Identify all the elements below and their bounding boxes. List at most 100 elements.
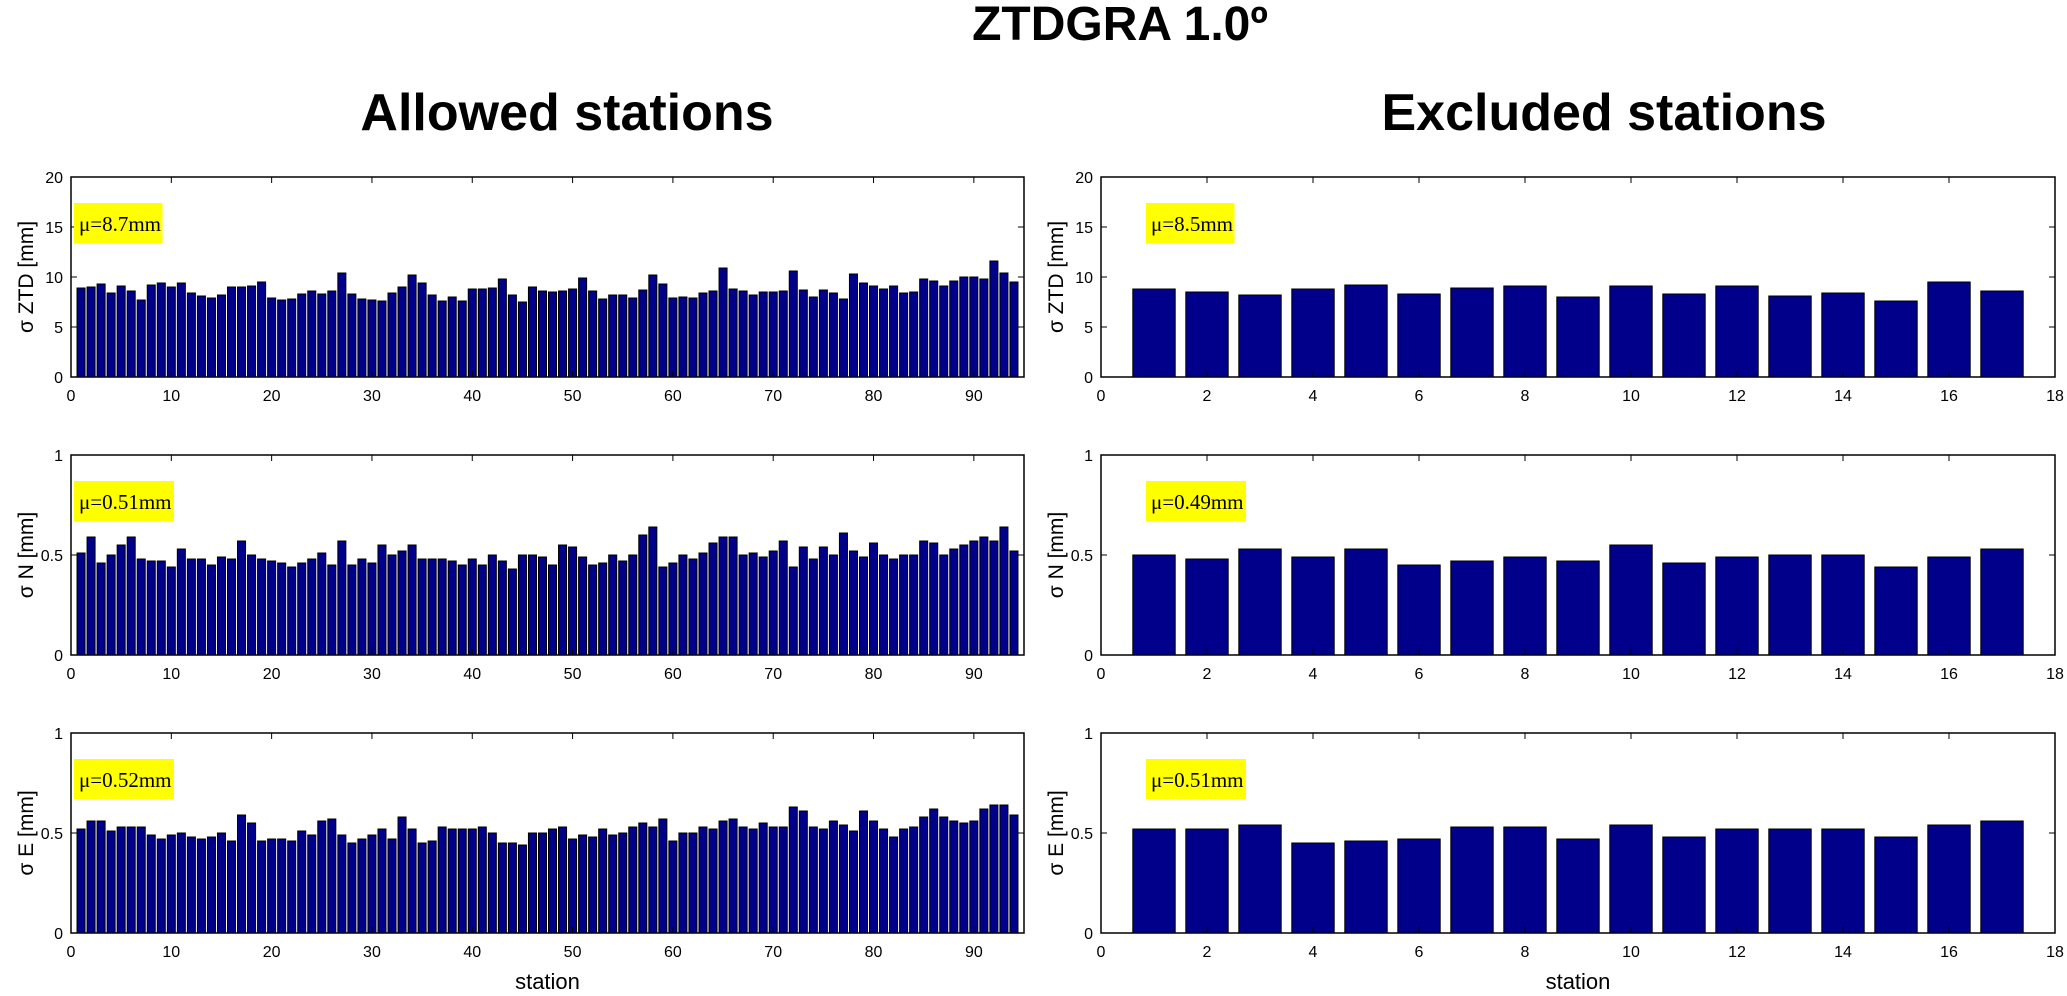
bar xyxy=(106,830,116,934)
x-tick-label: 90 xyxy=(965,388,983,405)
bar xyxy=(1185,291,1229,378)
bar xyxy=(196,558,206,656)
bar xyxy=(568,288,578,378)
bar xyxy=(1662,562,1706,656)
y-tick-label: 5 xyxy=(54,320,63,337)
bar xyxy=(106,292,116,378)
x-tick-label: 6 xyxy=(1415,944,1424,961)
bar xyxy=(1132,554,1176,656)
x-tick-label: 80 xyxy=(865,666,883,683)
bar xyxy=(899,554,909,656)
bar xyxy=(1874,566,1918,656)
bar xyxy=(176,548,186,656)
bar xyxy=(257,840,267,934)
y-axis-label: σ ZTD [mm] xyxy=(1045,221,1068,333)
bar xyxy=(728,818,738,934)
bar xyxy=(277,838,287,934)
bar xyxy=(517,554,527,656)
x-tick-label: 16 xyxy=(1940,388,1958,405)
bar xyxy=(96,283,106,378)
bar xyxy=(979,536,989,656)
bar xyxy=(879,828,889,934)
bar xyxy=(758,291,768,378)
bar xyxy=(788,806,798,934)
bar xyxy=(738,826,748,934)
bar xyxy=(788,270,798,378)
bar xyxy=(437,826,447,934)
bar xyxy=(979,808,989,934)
bar xyxy=(337,272,347,378)
bar xyxy=(527,832,537,934)
bar xyxy=(899,828,909,934)
bar xyxy=(548,828,558,934)
x-tick-label: 14 xyxy=(1834,944,1852,961)
bar xyxy=(618,560,628,656)
bar xyxy=(1291,842,1335,934)
bar xyxy=(1556,560,1600,656)
y-tick-label: 1 xyxy=(1084,726,1093,743)
x-tick-label: 16 xyxy=(1940,666,1958,683)
bar xyxy=(698,552,708,656)
x-tick-label: 8 xyxy=(1521,944,1530,961)
x-tick-label: 0 xyxy=(1097,944,1106,961)
mean-annotation: μ=0.49mm xyxy=(1151,490,1244,514)
bar xyxy=(307,290,317,378)
bar xyxy=(588,290,598,378)
bar xyxy=(1609,824,1653,934)
bar xyxy=(608,834,618,934)
bar xyxy=(106,554,116,656)
bar xyxy=(477,826,487,934)
bar xyxy=(297,562,307,656)
bar xyxy=(267,560,277,656)
bar xyxy=(146,834,156,934)
bar xyxy=(437,558,447,656)
bar xyxy=(959,544,969,656)
bar xyxy=(116,544,126,656)
x-tick-label: 0 xyxy=(1097,388,1106,405)
bar xyxy=(1291,556,1335,656)
bar xyxy=(889,836,899,934)
bar xyxy=(96,562,106,656)
bar xyxy=(196,295,206,378)
x-tick-label: 14 xyxy=(1834,666,1852,683)
bar xyxy=(648,274,658,378)
y-tick-label: 0 xyxy=(1084,648,1093,665)
bar xyxy=(708,828,718,934)
bar xyxy=(628,297,638,378)
x-tick-label: 8 xyxy=(1521,666,1530,683)
bar xyxy=(1450,560,1494,656)
y-tick-label: 5 xyxy=(1084,320,1093,337)
x-tick-label: 0 xyxy=(67,388,76,405)
bar xyxy=(216,556,226,656)
bar xyxy=(1768,554,1812,656)
bar xyxy=(1238,548,1282,656)
bar xyxy=(477,564,487,656)
bar xyxy=(578,556,588,656)
y-tick-label: 1 xyxy=(54,448,63,465)
bar xyxy=(206,836,216,934)
bar xyxy=(688,832,698,934)
bar xyxy=(628,554,638,656)
bar xyxy=(287,566,297,656)
mean-highlight xyxy=(1146,481,1246,521)
bar xyxy=(718,267,728,378)
bar xyxy=(387,292,397,378)
x-tick-label: 60 xyxy=(664,944,682,961)
bar xyxy=(939,554,949,656)
bar xyxy=(1662,293,1706,378)
bar xyxy=(678,554,688,656)
bar xyxy=(798,546,808,656)
bar xyxy=(1450,287,1494,378)
x-tick-label: 4 xyxy=(1309,388,1318,405)
bar xyxy=(919,278,929,378)
bar xyxy=(497,842,507,934)
bar xyxy=(989,540,999,656)
bar xyxy=(838,532,848,656)
bar xyxy=(748,294,758,378)
bar xyxy=(1009,550,1019,656)
bar xyxy=(668,297,678,378)
bar xyxy=(1768,828,1812,934)
bar xyxy=(237,540,247,656)
bar xyxy=(748,828,758,934)
bar xyxy=(838,298,848,378)
